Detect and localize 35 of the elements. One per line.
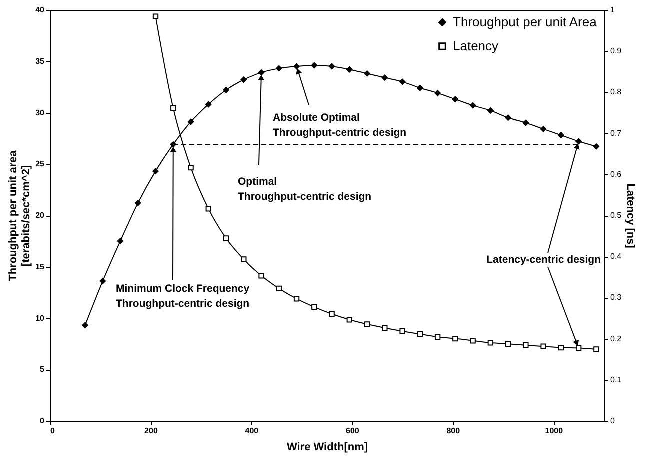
x-axis-title: Wire Width[nm] [286, 442, 368, 454]
y2-tick-label: 0 [610, 416, 616, 426]
annotation: Absolute Optimal Throughput-centric design [273, 112, 407, 139]
y2-tick-label: 0.1 [610, 375, 622, 384]
annotation: Latency-centric design [486, 254, 601, 266]
y-tick-label: 25 [36, 160, 46, 169]
y-tick-label: 10 [36, 314, 46, 323]
y2-tick-label: 0.4 [610, 252, 622, 262]
annotation: Optimal Throughput-centric design [238, 176, 372, 203]
y2-tick-label: 0.6 [610, 170, 622, 179]
annotation: Minimum Clock Frequency Throughput-centric design [116, 283, 250, 310]
x-tick-label: 200 [144, 426, 158, 436]
x-tick-label: 800 [446, 426, 461, 436]
y2-tick-label: 0.2 [610, 334, 622, 344]
y2-tick-label: 0.3 [610, 293, 622, 302]
x-tick-label: 1000 [545, 426, 564, 436]
y-tick-label: 30 [36, 108, 46, 118]
y2-tick-label: 0.7 [610, 128, 622, 138]
y2-axis-title: Latency [ns] [624, 184, 637, 249]
y-tick-label: 20 [36, 211, 46, 220]
x-tick-label: 600 [346, 426, 360, 436]
y-tick-label: 5 [40, 365, 46, 374]
y2-tick-label: 0.9 [610, 46, 622, 56]
legend-label: Throughput per unit Area [453, 14, 598, 30]
y-tick-label: 35 [36, 56, 46, 66]
x-tick-label: 400 [245, 426, 260, 436]
y2-tick-label: 0.8 [610, 88, 622, 97]
y-axis-title: Throughput per unit area [terabits/sec*cm^2] [8, 150, 33, 282]
x-tick-label: 0 [50, 426, 56, 436]
y-tick-label: 0 [40, 416, 46, 426]
y2-tick-label: 1 [610, 6, 616, 14]
legend-label: Latency [453, 38, 500, 54]
y-tick-label: 15 [36, 262, 46, 272]
y-tick-label: 40 [36, 6, 46, 14]
y2-tick-label: 0.5 [610, 211, 622, 220]
